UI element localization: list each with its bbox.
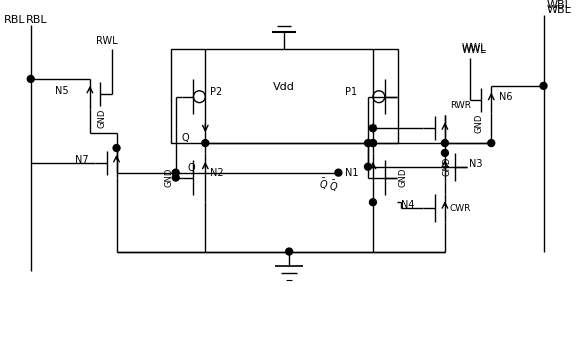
Circle shape xyxy=(286,248,293,255)
Bar xyxy=(170,49,397,143)
Text: WWL: WWL xyxy=(462,45,487,55)
Text: P2: P2 xyxy=(210,87,222,97)
Circle shape xyxy=(369,140,376,147)
Text: N5: N5 xyxy=(55,86,69,96)
Text: RWR: RWR xyxy=(450,101,471,110)
Text: $\bar{Q}$: $\bar{Q}$ xyxy=(329,179,338,194)
Text: RBL: RBL xyxy=(26,15,47,25)
Text: WBL: WBL xyxy=(547,5,571,15)
Circle shape xyxy=(202,140,209,147)
Text: GND: GND xyxy=(164,168,173,187)
Text: WWL: WWL xyxy=(462,44,487,53)
Text: WBL: WBL xyxy=(547,0,571,10)
Text: GND: GND xyxy=(442,157,452,176)
Text: N6: N6 xyxy=(499,92,513,102)
Circle shape xyxy=(113,144,120,152)
Text: N7: N7 xyxy=(75,155,89,165)
Circle shape xyxy=(369,199,376,206)
Text: N4: N4 xyxy=(401,200,414,210)
Text: RBL: RBL xyxy=(4,15,26,25)
Circle shape xyxy=(540,82,547,89)
Circle shape xyxy=(365,163,372,170)
Circle shape xyxy=(369,140,376,147)
Text: N1: N1 xyxy=(346,168,359,177)
Text: CWR: CWR xyxy=(450,204,471,213)
Circle shape xyxy=(172,174,179,181)
Circle shape xyxy=(488,140,495,147)
Text: GND: GND xyxy=(475,114,484,133)
Circle shape xyxy=(441,149,448,156)
Text: $\bar{Q}$: $\bar{Q}$ xyxy=(319,177,328,192)
Text: P1: P1 xyxy=(346,87,358,97)
Text: Q: Q xyxy=(182,133,190,143)
Text: GND: GND xyxy=(398,168,407,187)
Text: Vdd: Vdd xyxy=(273,82,295,92)
Circle shape xyxy=(369,125,376,132)
Text: RWL: RWL xyxy=(96,36,118,46)
Text: GND: GND xyxy=(97,109,106,128)
Circle shape xyxy=(441,140,448,147)
Circle shape xyxy=(172,169,179,176)
Circle shape xyxy=(365,140,372,147)
Text: N3: N3 xyxy=(469,159,482,169)
Text: N2: N2 xyxy=(210,168,224,177)
Text: Q: Q xyxy=(188,163,195,173)
Circle shape xyxy=(27,76,34,82)
Circle shape xyxy=(335,169,342,176)
